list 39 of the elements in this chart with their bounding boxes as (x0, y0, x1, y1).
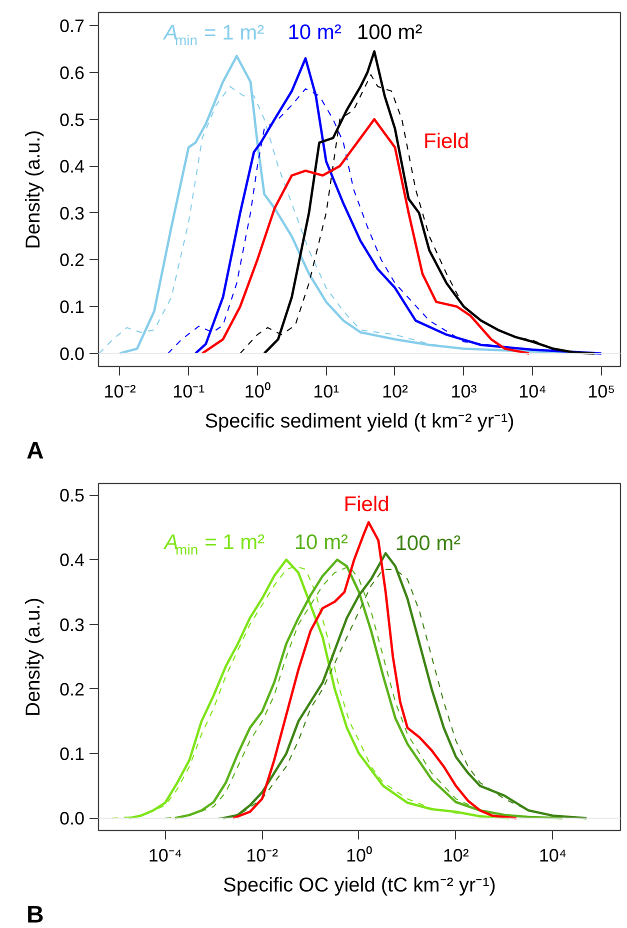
y-tick-label: 0.6 (59, 62, 85, 83)
y-tick-label: 0.0 (59, 808, 85, 829)
x-tick-label: 10⁴ (538, 846, 567, 866)
x-tick-label: 10⁻² (104, 382, 136, 402)
x-axis-title: Specific OC yield (tC km⁻² yr⁻¹) (223, 874, 496, 896)
y-tick-label: 0.0 (59, 344, 85, 364)
y-tick-label: 0.4 (59, 550, 85, 570)
x-tick-label: 10⁻¹ (172, 382, 205, 402)
y-tick-label: 0.3 (59, 203, 85, 224)
y-tick-label: 0.1 (59, 744, 85, 764)
x-tick-label: 10⁵ (588, 382, 616, 402)
text: A (26, 438, 44, 464)
text: B (26, 902, 44, 928)
y-tick-label: 0.5 (59, 486, 85, 506)
x-tick-label: 10⁰ (244, 382, 270, 402)
y-axis-title: Density (a.u.) (22, 598, 44, 716)
y-tick-label: 0.1 (59, 297, 85, 318)
y-tick-label: 0.2 (59, 679, 85, 700)
series-label: 100 m² (356, 20, 422, 44)
x-tick-label: 10³ (450, 382, 477, 402)
y-tick-label: 0.7 (59, 16, 85, 36)
x-tick-label: 10² (442, 846, 469, 866)
x-tick-label: 10⁴ (518, 382, 546, 402)
x-tick-label: 10¹ (313, 382, 340, 402)
x-tick-label: 10⁻² (246, 846, 278, 866)
y-tick-label: 0.3 (59, 614, 85, 635)
x-tick-label: 10⁰ (346, 846, 372, 866)
series-label: Field (423, 130, 470, 153)
y-tick-label: 0.4 (59, 156, 85, 177)
x-tick-label: 10⁻⁴ (148, 846, 182, 866)
y-tick-label: 0.5 (59, 110, 85, 130)
series-label: 10 m² (288, 20, 342, 44)
series-label: 100 m² (395, 532, 461, 555)
series-label: 10 m² (294, 531, 348, 554)
y-axis-title: Density (a.u.) (22, 130, 44, 249)
series-label: Field (344, 492, 390, 516)
x-tick-label: 10² (382, 382, 408, 402)
x-axis-title: Specific sediment yield (t km⁻² yr⁻¹) (204, 410, 514, 432)
y-tick-label: 0.2 (59, 250, 85, 270)
